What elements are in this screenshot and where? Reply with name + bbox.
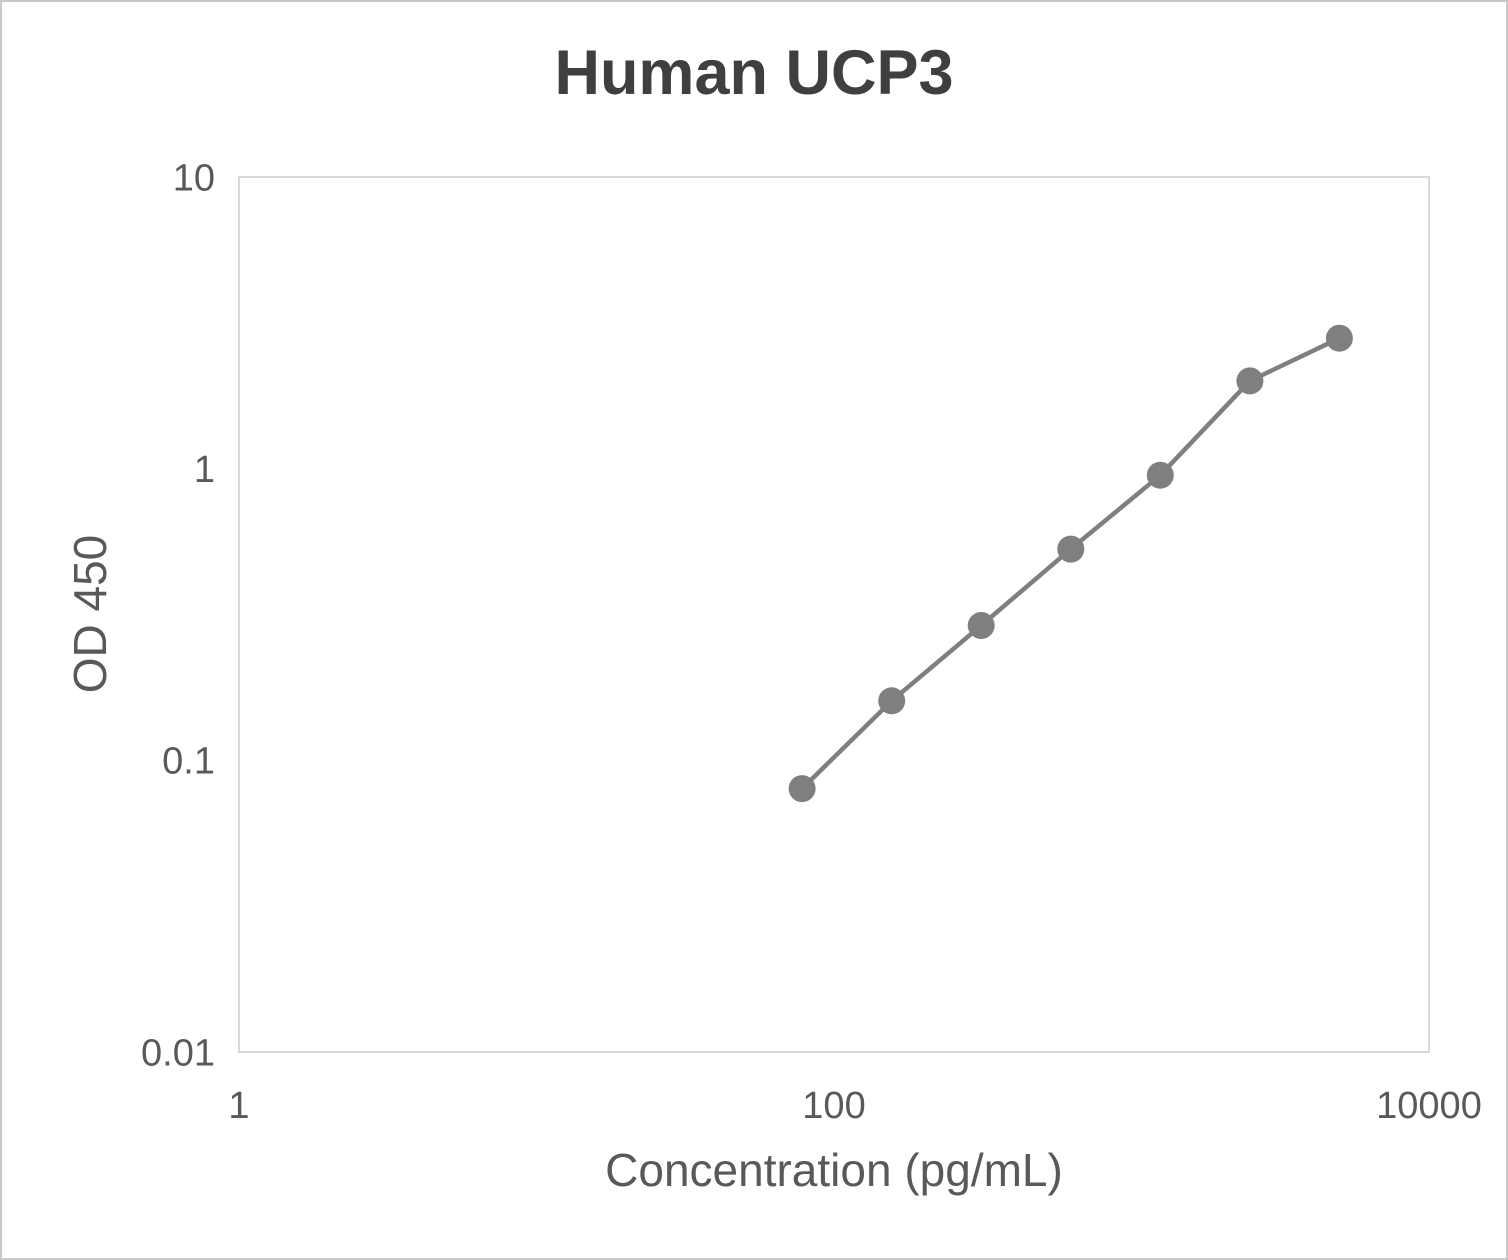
x-axis-tick-label: 100 [802, 1085, 865, 1127]
chart-title: Human UCP3 [554, 38, 954, 108]
plot-area-border [238, 176, 1430, 1053]
data-point-marker [1057, 535, 1085, 563]
data-point-marker [1146, 461, 1174, 489]
data-point-marker [967, 612, 995, 639]
data-point-marker [1325, 324, 1353, 352]
y-axis-tick-label: 0.01 [141, 1032, 215, 1074]
y-axis-tick-label: 0.1 [162, 741, 215, 783]
x-axis-title: Concentration (pg/mL) [605, 1144, 1063, 1196]
y-axis-tick-label: 1 [194, 449, 215, 491]
data-point-marker [788, 775, 816, 803]
y-axis-tick-label: 10 [173, 157, 215, 199]
data-point-marker [878, 687, 906, 715]
series-line [799, 335, 1342, 791]
x-axis-tick-label: 10000 [1376, 1085, 1482, 1127]
x-axis-tick-label: 1 [228, 1085, 249, 1127]
data-point-marker [1236, 367, 1264, 395]
